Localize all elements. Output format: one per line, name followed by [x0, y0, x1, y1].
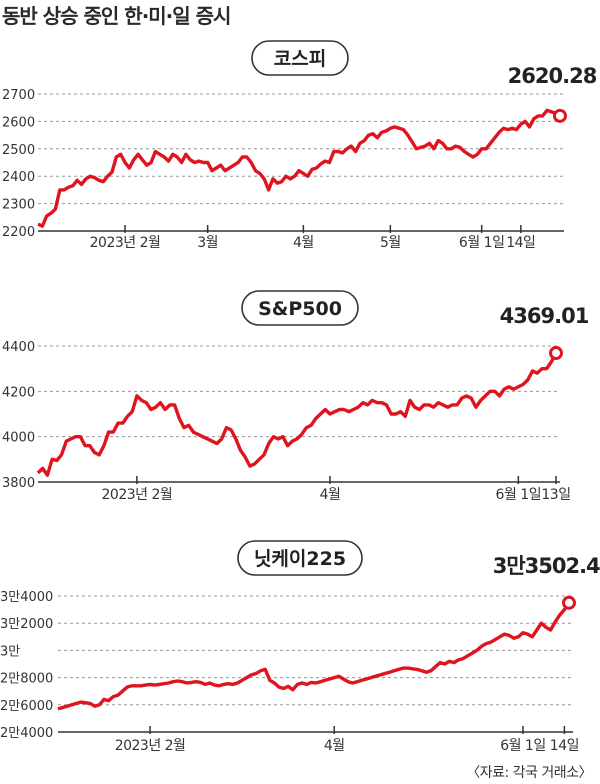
x-tick-label: 3월	[197, 235, 218, 251]
y-tick-label: 3만4000	[0, 590, 53, 605]
chart-title: 닛케이225	[254, 548, 346, 570]
x-tick-label: 2023년 2월	[102, 487, 173, 503]
y-tick-label: 4200	[2, 385, 35, 400]
series-line	[36, 352, 558, 477]
y-tick-label: 2만4000	[0, 726, 53, 741]
chart-title: S&P500	[258, 298, 342, 320]
y-tick-label: 4400	[2, 340, 35, 355]
series-line	[37, 108, 561, 228]
y-tick-label: 2700	[2, 88, 35, 103]
x-tick-label: 14일	[550, 738, 579, 754]
y-tick-label: 2200	[2, 225, 35, 240]
end-value-label: 3만3502.42	[493, 554, 600, 578]
end-point-marker	[549, 346, 563, 361]
pill-border	[251, 40, 349, 76]
y-tick-label: 2300	[2, 198, 35, 213]
page-title: 동반 상승 중인 한·미·일 증시	[2, 4, 231, 28]
x-tick-label: 6월 1일	[500, 738, 546, 754]
y-tick-label: 2400	[2, 170, 35, 185]
pill-border	[241, 290, 359, 326]
y-tick-label: 2만8000	[0, 672, 53, 687]
x-tick-label: 6월 1일	[459, 235, 505, 251]
x-tick-label: 2023년 2월	[115, 738, 186, 754]
y-tick-label: 3만2000	[0, 617, 53, 632]
chart-title-pill: S&P500	[241, 290, 359, 326]
chart-title: 코스피	[274, 48, 326, 70]
chart-title-pill: 코스피	[251, 40, 349, 76]
chart-title-pill: 닛케이225	[237, 540, 363, 576]
pill-border	[237, 540, 363, 576]
end-point-marker	[553, 108, 567, 123]
end-value-label: 2620.28	[508, 64, 597, 88]
x-tick-label: 4월	[293, 235, 314, 251]
y-tick-label: 4000	[2, 431, 35, 446]
x-tick-label: 5월	[380, 235, 401, 251]
y-tick-label: 2600	[2, 115, 35, 130]
end-point-marker	[562, 595, 576, 610]
y-tick-label: 2만6000	[0, 699, 53, 714]
x-tick-label: 6월 1일	[496, 487, 542, 503]
x-tick-label: 13일	[541, 487, 570, 503]
y-tick-label: 3800	[2, 476, 35, 491]
x-tick-label: 4월	[320, 487, 341, 503]
series-line	[57, 601, 571, 711]
y-tick-label: 2500	[2, 143, 35, 158]
y-tick-label: 3만	[0, 644, 20, 659]
x-tick-label: 4월	[324, 738, 345, 754]
source-note: 〈자료: 각국 거래소〉	[466, 765, 592, 781]
end-value-label: 4369.01	[500, 304, 589, 328]
x-tick-label: 14일	[506, 235, 535, 251]
x-tick-label: 2023년 2월	[90, 235, 161, 251]
